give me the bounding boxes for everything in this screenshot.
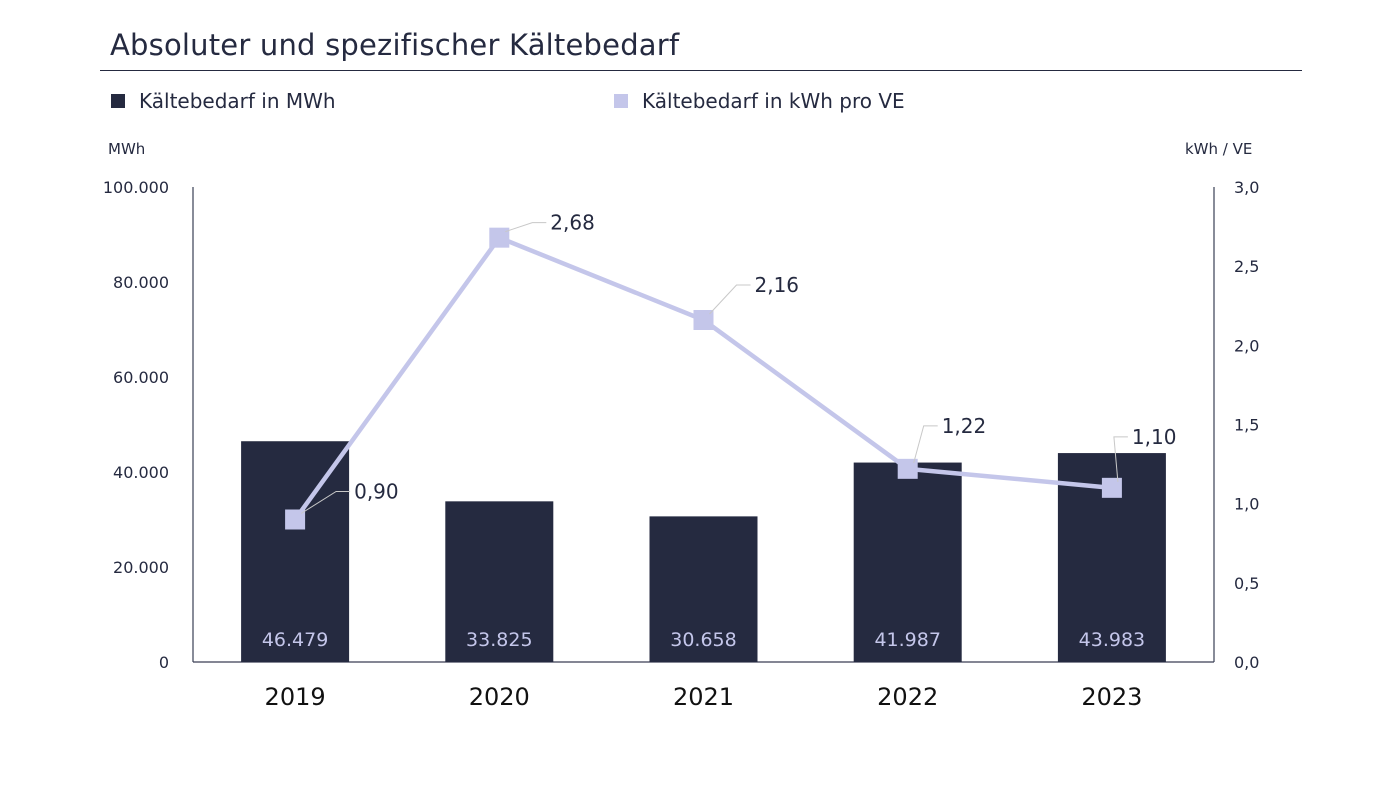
left-axis-unit: MWh — [108, 140, 146, 158]
left-axis-tick-label: 100.000 — [103, 178, 169, 197]
left-axis-tick-label: 80.000 — [113, 273, 169, 292]
bar — [649, 516, 758, 662]
line-value-label: 1,10 — [1132, 425, 1177, 449]
line-value-label: 2,16 — [755, 273, 800, 297]
line-value-label: 0,90 — [354, 480, 399, 504]
line-series — [293, 235, 1113, 521]
x-axis-category-label: 2021 — [673, 683, 734, 711]
right-axis-tick-label: 2,5 — [1234, 257, 1259, 276]
right-axis-tick-label: 0,0 — [1234, 653, 1259, 672]
bar-value-label: 41.987 — [874, 629, 940, 651]
left-axis-tick-label: 40.000 — [113, 463, 169, 482]
bar-value-label: 46.479 — [262, 629, 328, 651]
legend-swatch-bar — [111, 94, 125, 108]
x-axis-category-label: 2022 — [877, 683, 938, 711]
right-axis-tick-label: 2,0 — [1234, 336, 1259, 355]
right-axis-tick-label: 1,5 — [1234, 416, 1259, 435]
line-marker — [1101, 477, 1122, 498]
line-marker — [897, 458, 918, 479]
right-axis-tick-label: 3,0 — [1234, 178, 1259, 197]
right-axis-unit: kWh / VE — [1185, 140, 1253, 158]
left-axis-tick-label: 60.000 — [113, 368, 169, 387]
x-axis-category-label: 2023 — [1081, 683, 1142, 711]
bar-value-label: 43.983 — [1079, 629, 1145, 651]
line-marker — [693, 310, 714, 330]
legend-item-bar: Kältebedarf in MWh — [111, 89, 336, 113]
x-axis-category-label: 2020 — [469, 683, 530, 711]
legend-label-bar: Kältebedarf in MWh — [139, 89, 336, 113]
bar-value-label: 33.825 — [466, 629, 532, 651]
bar — [445, 501, 554, 662]
x-axis-category-label: 2019 — [265, 683, 326, 711]
line-marker — [285, 509, 306, 530]
line-value-leader — [300, 491, 351, 514]
left-axis-tick-label: 20.000 — [113, 558, 169, 577]
line-marker — [489, 227, 510, 248]
bar-value-label: 30.658 — [670, 629, 736, 651]
line-value-label: 1,22 — [942, 414, 987, 438]
legend-label-line: Kältebedarf in kWh pro VE — [642, 89, 905, 113]
title-divider — [100, 70, 1302, 71]
left-axis-tick-label: 0 — [159, 653, 169, 672]
line-value-leader — [1113, 436, 1128, 482]
legend-swatch-line — [614, 94, 628, 108]
right-axis-tick-label: 1,0 — [1234, 495, 1259, 514]
bar — [241, 441, 350, 662]
line-value-label: 2,68 — [550, 211, 595, 235]
legend-item-line: Kältebedarf in kWh pro VE — [614, 89, 905, 113]
line-value-leader — [505, 222, 547, 233]
chart-title: Absoluter und spezifischer Kältebedarf — [110, 28, 680, 62]
bar — [853, 462, 962, 662]
line-value-leader — [709, 284, 751, 315]
right-axis-tick-label: 0,5 — [1234, 574, 1259, 593]
line-value-leader — [913, 425, 938, 463]
